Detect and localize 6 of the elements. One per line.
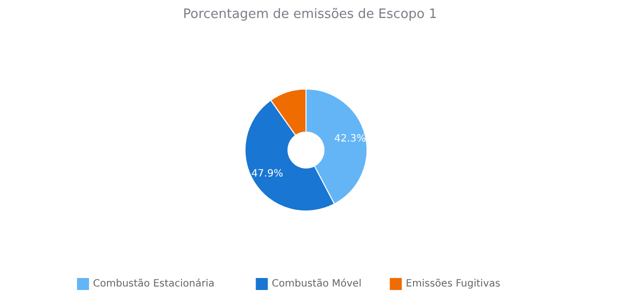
legend-label: Emissões Fugitivas: [406, 278, 500, 290]
legend-label: Combustão Estacionária: [93, 278, 215, 290]
legend-label: Combustão Móvel: [272, 278, 362, 290]
data-label: 42.3%: [334, 134, 366, 145]
chart-title: Porcentagem de emissões de Escopo 1: [182, 7, 438, 22]
data-label: 47.9%: [251, 168, 284, 180]
